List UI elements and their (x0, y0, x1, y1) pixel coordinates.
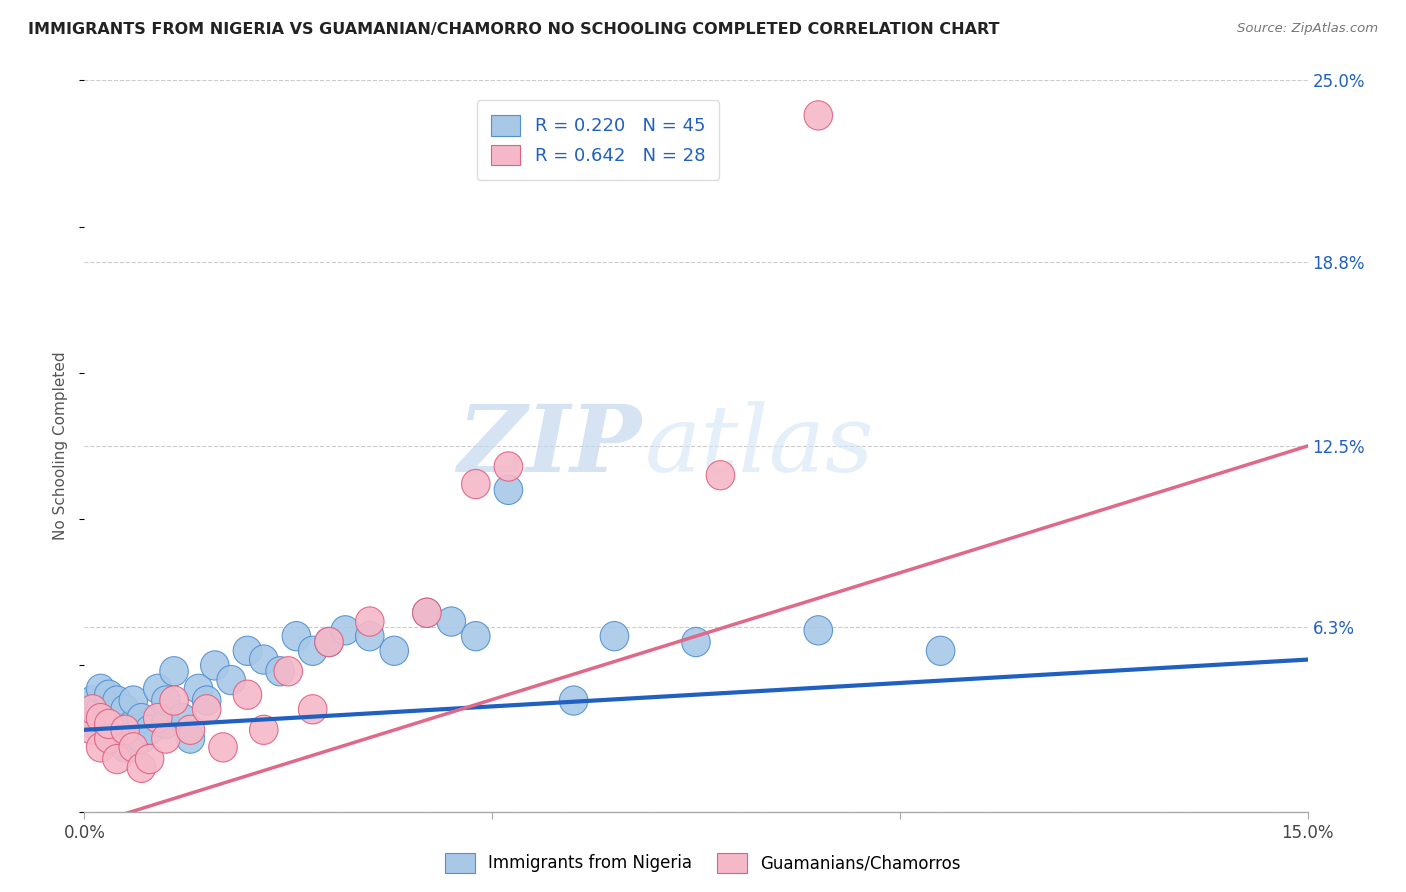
Legend: R = 0.220   N = 45, R = 0.642   N = 28: R = 0.220 N = 45, R = 0.642 N = 28 (477, 100, 720, 180)
Text: Source: ZipAtlas.com: Source: ZipAtlas.com (1237, 22, 1378, 36)
Y-axis label: No Schooling Completed: No Schooling Completed (53, 351, 69, 541)
Text: IMMIGRANTS FROM NIGERIA VS GUAMANIAN/CHAMORRO NO SCHOOLING COMPLETED CORRELATION: IMMIGRANTS FROM NIGERIA VS GUAMANIAN/CHA… (28, 22, 1000, 37)
Legend: Immigrants from Nigeria, Guamanians/Chamorros: Immigrants from Nigeria, Guamanians/Cham… (439, 847, 967, 880)
Text: atlas: atlas (644, 401, 875, 491)
Text: ZIP: ZIP (457, 401, 641, 491)
